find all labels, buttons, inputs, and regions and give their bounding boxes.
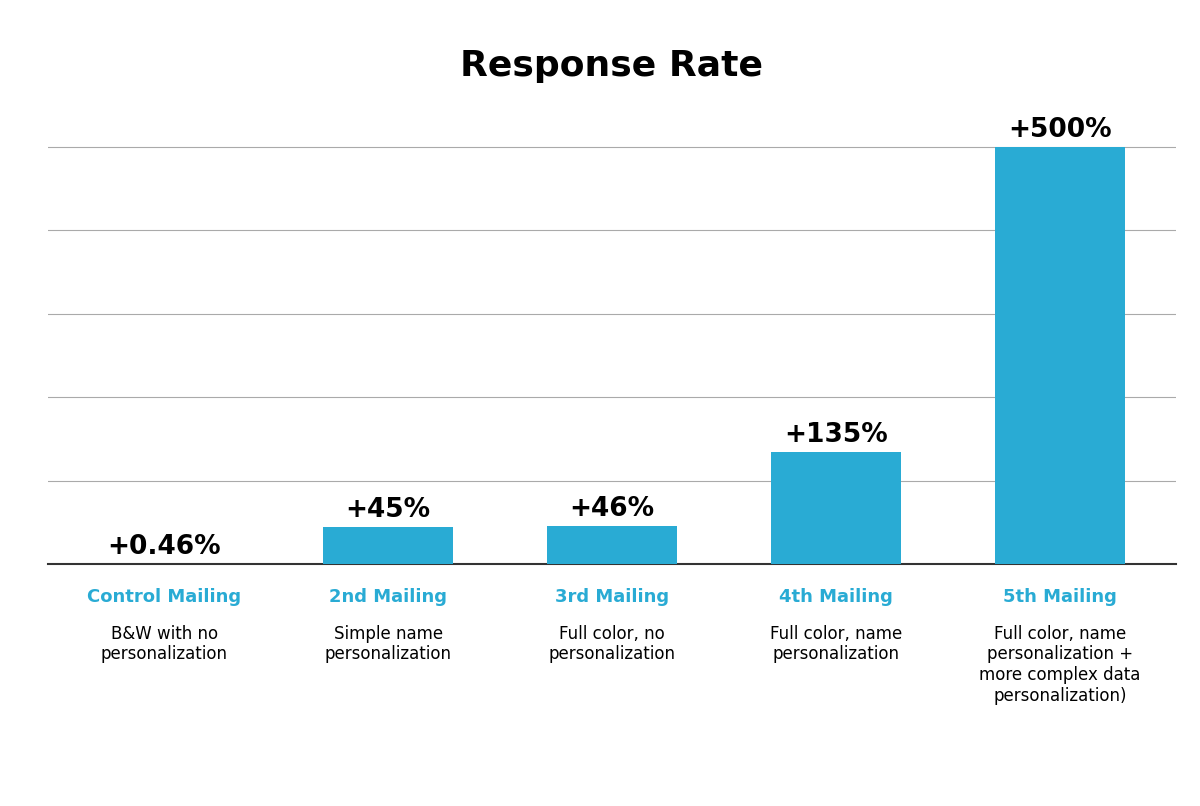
- Text: 5th Mailing: 5th Mailing: [1003, 588, 1117, 606]
- Bar: [547, 526, 677, 564]
- Bar: [770, 451, 901, 564]
- Text: Simple name
personalization: Simple name personalization: [325, 625, 451, 663]
- Text: 4th Mailing: 4th Mailing: [779, 588, 893, 606]
- Text: B&W with no
personalization: B&W with no personalization: [101, 625, 228, 663]
- Text: +500%: +500%: [1008, 118, 1111, 143]
- Text: +0.46%: +0.46%: [107, 534, 221, 560]
- Bar: [323, 526, 454, 564]
- Text: +135%: +135%: [784, 422, 888, 448]
- Text: Full color, name
personalization +
more complex data
personalization): Full color, name personalization + more …: [979, 625, 1140, 705]
- Text: 3rd Mailing: 3rd Mailing: [554, 588, 670, 606]
- Text: 2nd Mailing: 2nd Mailing: [329, 588, 448, 606]
- Text: Control Mailing: Control Mailing: [88, 588, 241, 606]
- Text: +46%: +46%: [570, 496, 654, 522]
- Bar: [995, 147, 1124, 564]
- Text: +45%: +45%: [346, 497, 431, 523]
- Text: Full color, no
personalization: Full color, no personalization: [548, 625, 676, 663]
- Title: Response Rate: Response Rate: [461, 49, 763, 83]
- Text: Full color, name
personalization: Full color, name personalization: [769, 625, 902, 663]
